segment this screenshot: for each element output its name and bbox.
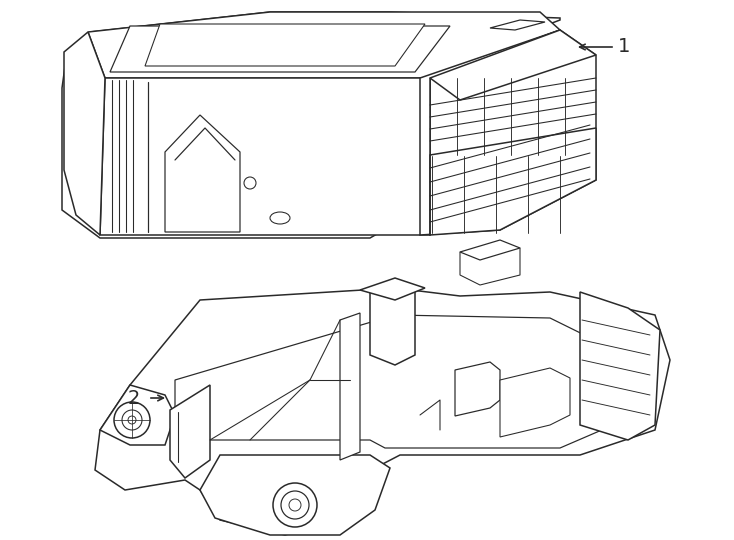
Ellipse shape [270, 212, 290, 224]
Polygon shape [170, 385, 210, 478]
Polygon shape [360, 278, 425, 300]
Text: 1: 1 [618, 37, 631, 57]
Polygon shape [175, 315, 625, 448]
Polygon shape [490, 20, 545, 30]
Polygon shape [100, 385, 175, 445]
Polygon shape [165, 115, 240, 232]
Circle shape [281, 491, 309, 519]
Polygon shape [100, 78, 430, 235]
Polygon shape [430, 30, 596, 100]
Polygon shape [370, 282, 415, 365]
Circle shape [128, 416, 136, 424]
Circle shape [273, 483, 317, 527]
Polygon shape [62, 12, 560, 238]
Polygon shape [340, 313, 360, 460]
Polygon shape [455, 362, 500, 416]
Polygon shape [430, 128, 596, 235]
Polygon shape [500, 368, 570, 437]
Polygon shape [460, 240, 520, 260]
Polygon shape [110, 26, 450, 72]
Polygon shape [145, 24, 425, 66]
Text: 2: 2 [128, 388, 140, 408]
Polygon shape [95, 288, 670, 535]
Polygon shape [200, 455, 390, 535]
Circle shape [244, 177, 256, 189]
Polygon shape [580, 292, 660, 440]
Polygon shape [88, 12, 560, 78]
Circle shape [114, 402, 150, 438]
Circle shape [122, 410, 142, 430]
Polygon shape [420, 30, 596, 235]
Polygon shape [64, 32, 105, 235]
Circle shape [289, 499, 301, 511]
